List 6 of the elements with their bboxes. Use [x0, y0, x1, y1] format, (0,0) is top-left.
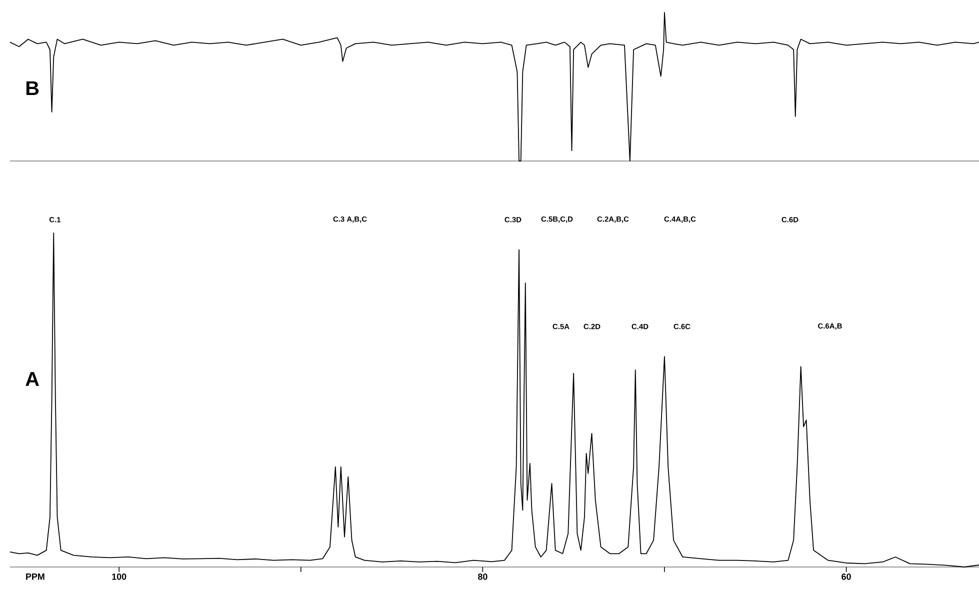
- x-tick-label: 100: [112, 574, 126, 580]
- x-axis-title: PPM: [26, 574, 44, 580]
- text: A: [26, 372, 39, 386]
- text: B: [26, 81, 39, 96]
- x-tick-label: 60: [842, 574, 851, 580]
- x-tick-label: 80: [478, 574, 488, 580]
